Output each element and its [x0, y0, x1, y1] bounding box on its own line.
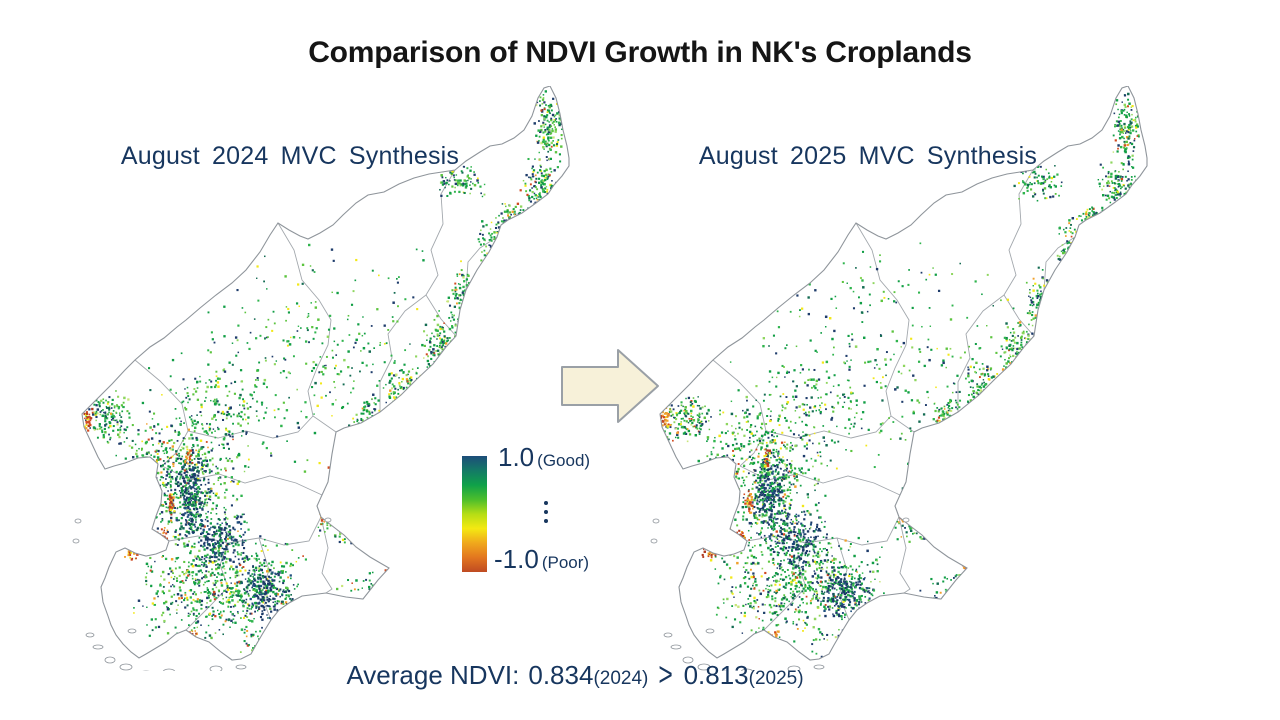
- legend-max-value: 1.0: [498, 442, 535, 472]
- ndvi-map-2025-canvas: [648, 86, 1158, 671]
- greater-than-icon: >: [658, 654, 674, 694]
- caption: Average NDVI: 0.834(2024) >0.813(2025): [0, 654, 1150, 693]
- caption-value-2025: 0.813: [683, 660, 749, 690]
- legend-bar: [462, 456, 487, 572]
- legend-min-value: -1.0: [494, 544, 539, 574]
- ndvi-map-2024-canvas: [70, 86, 580, 671]
- caption-year-2024: (2024): [593, 668, 649, 689]
- legend-max-qualifier: (Good): [537, 451, 591, 470]
- ndvi-legend: 1.0 (Good) -1.0 (Poor): [458, 440, 673, 590]
- caption-prefix: Average NDVI:: [346, 660, 520, 690]
- map-2025: [648, 86, 1158, 671]
- legend-ellipsis-icon: [544, 496, 548, 528]
- caption-year-2025: (2025): [748, 668, 804, 689]
- legend-max-label: 1.0 (Good): [498, 442, 590, 473]
- legend-min-label: -1.0 (Poor): [494, 544, 589, 575]
- legend-min-qualifier: (Poor): [541, 553, 590, 572]
- map-2024: [70, 86, 580, 671]
- arrow-shape: [561, 349, 659, 423]
- transition-arrow-icon: [561, 349, 659, 423]
- page-title: Comparison of NDVI Growth in NK's Cropla…: [308, 36, 972, 69]
- caption-value-2024: 0.834: [528, 660, 594, 690]
